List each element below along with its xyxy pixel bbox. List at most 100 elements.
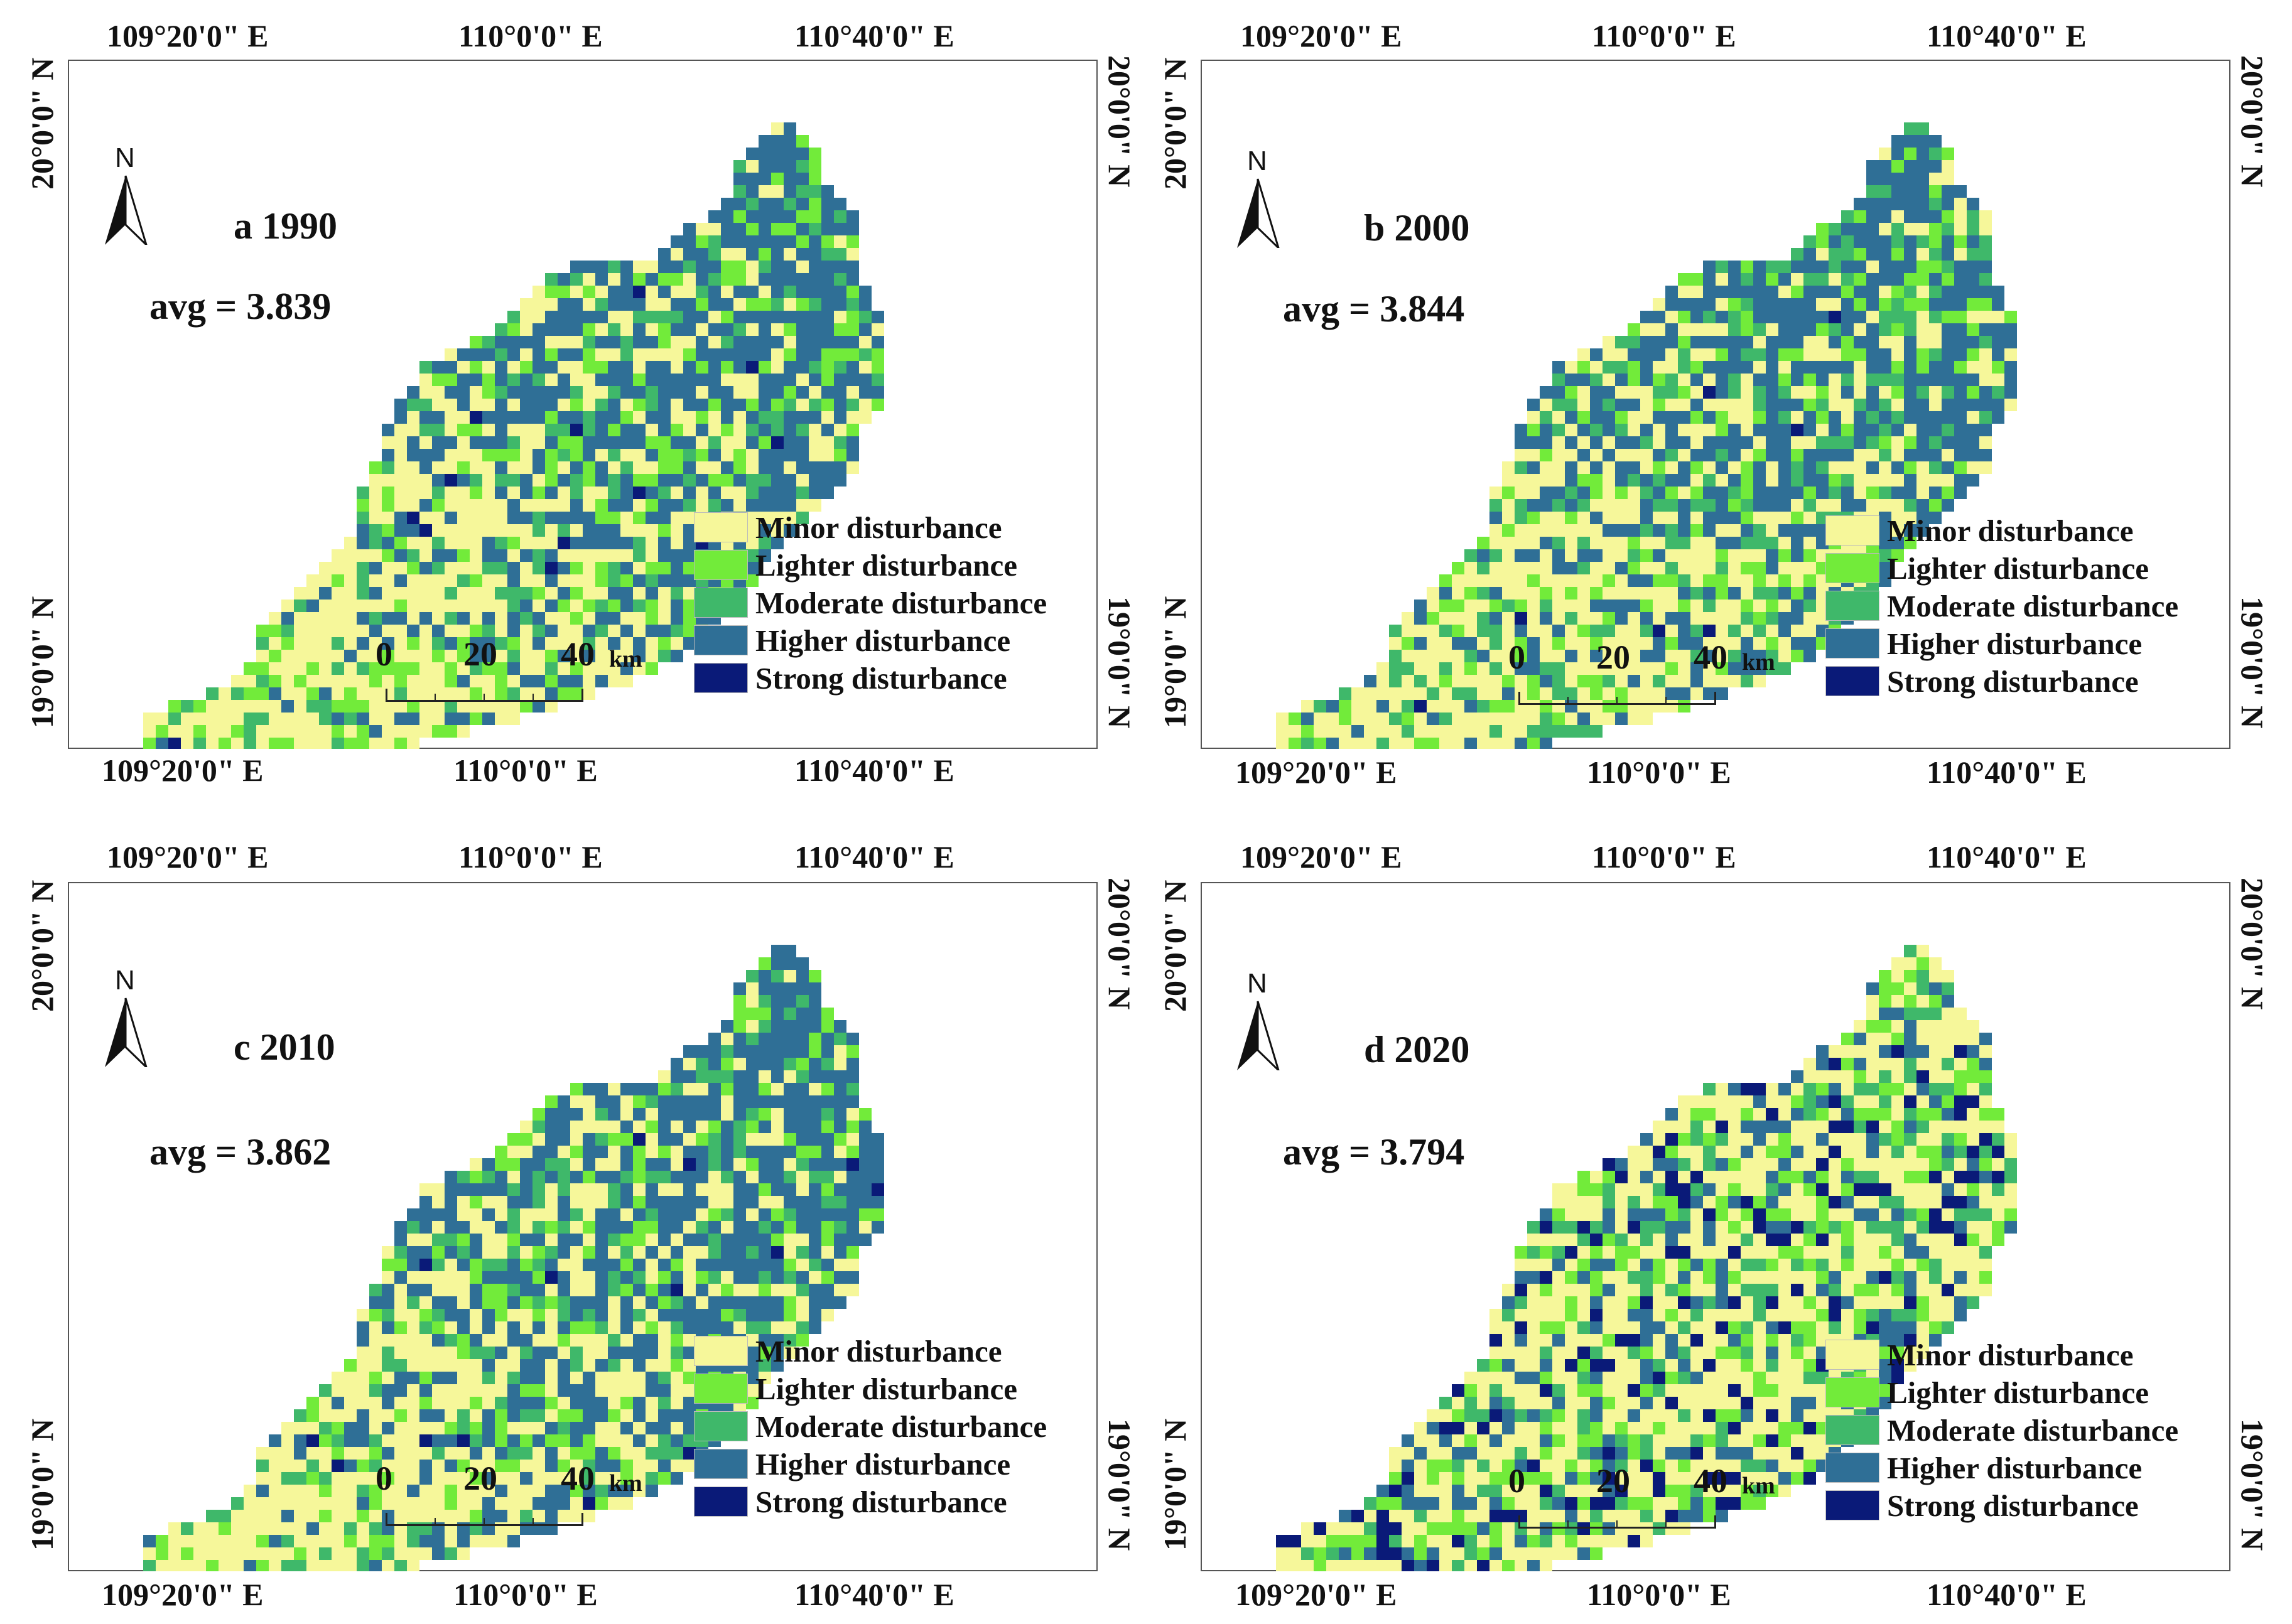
raster-cell: [1577, 512, 1590, 524]
raster-cell: [771, 1171, 784, 1183]
raster-cell: [344, 549, 357, 562]
raster-cell: [1803, 286, 1816, 298]
raster-cell: [1954, 461, 1967, 474]
raster-cell: [1891, 210, 1904, 223]
raster-cell: [1891, 1033, 1904, 1045]
raster-cell: [1640, 713, 1653, 725]
raster-cell: [1590, 713, 1603, 725]
raster-cell: [1577, 1271, 1590, 1284]
raster-cell: [482, 549, 495, 562]
raster-cell: [809, 1133, 821, 1146]
raster-cell: [1854, 1221, 1866, 1234]
raster-cell: [608, 1171, 620, 1183]
raster-cell: [1590, 1208, 1603, 1221]
raster-cell: [658, 399, 671, 411]
raster-cell: [1803, 399, 1816, 411]
raster-cell: [1791, 1271, 1803, 1284]
raster-cell: [532, 612, 545, 625]
raster-cell: [445, 1196, 457, 1208]
raster-cell: [595, 348, 608, 361]
raster-cell: [495, 1284, 507, 1296]
raster-cell: [746, 424, 759, 436]
raster-cell: [821, 286, 834, 298]
raster-cell: [1829, 424, 1841, 436]
raster-cell: [746, 449, 759, 461]
raster-cell: [520, 1296, 532, 1309]
raster-cell: [771, 411, 784, 424]
raster-cell: [620, 474, 633, 487]
raster-cell: [721, 286, 733, 298]
raster-cell: [620, 487, 633, 499]
raster-cell: [445, 436, 457, 449]
raster-cell: [746, 361, 759, 374]
raster-cell: [583, 1259, 595, 1271]
raster-cell: [419, 637, 432, 650]
raster-cell: [520, 1146, 532, 1158]
raster-cell: [1904, 1133, 1916, 1146]
raster-cell: [671, 1472, 683, 1485]
raster-cell: [1904, 1045, 1916, 1058]
raster-cell: [432, 1284, 445, 1296]
raster-cell: [2004, 1146, 2017, 1158]
raster-cell: [1389, 637, 1402, 650]
raster-cell: [570, 574, 583, 587]
raster-cell: [708, 1108, 721, 1121]
raster-cell: [708, 474, 721, 487]
raster-cell: [1778, 386, 1791, 399]
raster-cell: [1741, 662, 1753, 675]
raster-cell: [809, 1284, 821, 1296]
raster-cell: [683, 537, 696, 549]
raster-cell: [344, 1434, 357, 1447]
raster-cell: [746, 311, 759, 323]
raster-cell: [1904, 982, 1916, 995]
raster-cell: [1728, 650, 1741, 662]
raster-cell: [1904, 1271, 1916, 1284]
raster-cell: [1477, 574, 1489, 587]
raster-cell: [784, 273, 796, 286]
raster-cell: [1854, 273, 1866, 286]
raster-cell: [1879, 461, 1891, 474]
raster-cell: [1929, 449, 1942, 461]
raster-cell: [746, 537, 759, 549]
raster-cell: [1640, 1133, 1653, 1146]
raster-cell: [507, 1271, 520, 1284]
raster-cell: [419, 600, 432, 612]
raster-cell: [1615, 1196, 1628, 1208]
raster-cell: [696, 1259, 708, 1271]
raster-cell: [733, 1095, 746, 1108]
raster-cell: [646, 1221, 658, 1234]
raster-cell: [570, 1384, 583, 1397]
raster-cell: [1829, 399, 1841, 411]
raster-cell: [583, 1485, 595, 1497]
raster-cell: [1891, 160, 1904, 173]
raster-cell: [558, 1359, 570, 1372]
raster-cell: [545, 487, 558, 499]
raster-cell: [1816, 1108, 1829, 1121]
raster-cell: [746, 1183, 759, 1196]
raster-cell: [608, 1321, 620, 1334]
raster-cell: [1540, 738, 1552, 749]
raster-cell: [1829, 1246, 1841, 1259]
raster-cell: [733, 995, 746, 1008]
raster-cell: [1766, 348, 1778, 361]
raster-cell: [495, 361, 507, 374]
raster-cell: [281, 1447, 294, 1460]
raster-cell: [859, 1108, 872, 1121]
raster-cell: [394, 1259, 407, 1271]
raster-cell: [809, 273, 821, 286]
raster-cell: [784, 1246, 796, 1259]
raster-cell: [759, 210, 771, 223]
raster-cell: [759, 424, 771, 436]
raster-cell: [1527, 399, 1540, 411]
raster-cell: [432, 1234, 445, 1246]
raster-cell: [306, 1510, 319, 1522]
raster-cell: [1728, 1183, 1741, 1196]
raster-cell: [658, 1422, 671, 1434]
raster-cell: [671, 1208, 683, 1221]
raster-cell: [1967, 474, 1979, 487]
raster-cell: [1803, 1095, 1816, 1108]
raster-cell: [1728, 1083, 1741, 1095]
raster-cell: [633, 1121, 646, 1133]
raster-cell: [507, 1347, 520, 1359]
raster-cell: [332, 1547, 344, 1560]
